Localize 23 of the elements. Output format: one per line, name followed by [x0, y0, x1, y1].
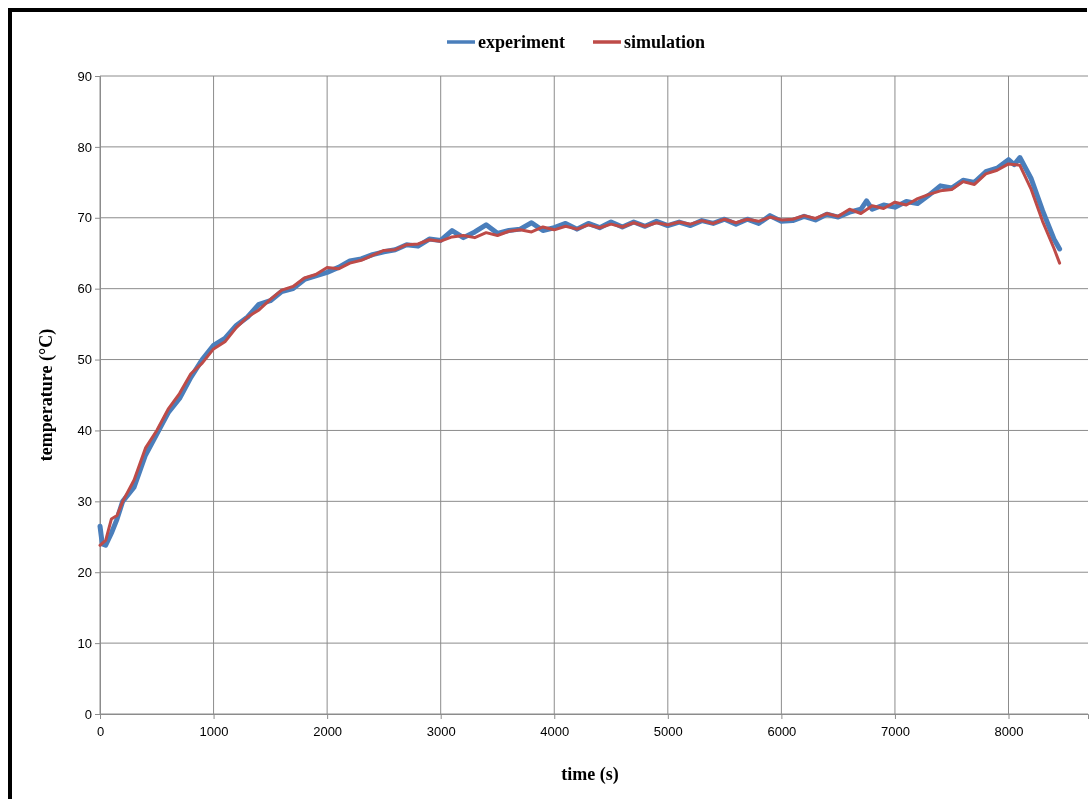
x-axis-title: time (s) — [561, 764, 619, 785]
x-tick-label: 2000 — [313, 724, 343, 740]
y-axis-title: temperature (°C) — [36, 328, 57, 462]
y-tick-label: 10 — [77, 635, 92, 651]
x-tick-label: 4000 — [540, 724, 570, 740]
y-tick-label: 70 — [77, 210, 92, 226]
legend-label: simulation — [623, 32, 705, 52]
x-tick-label: 5000 — [653, 724, 683, 740]
legend-label: experiment — [478, 32, 565, 52]
x-tick-label: 6000 — [767, 724, 797, 740]
y-tick-label: 40 — [77, 423, 92, 439]
x-tick-label: 8000 — [994, 724, 1024, 740]
x-tick-label: 3000 — [426, 724, 456, 740]
x-tick-label: 1000 — [199, 724, 229, 740]
y-tick-label: 30 — [77, 493, 92, 509]
y-tick-label: 90 — [77, 68, 92, 84]
y-tick-label: 50 — [77, 352, 92, 368]
y-tick-label: 20 — [77, 564, 92, 580]
x-tick-label: 7000 — [880, 724, 910, 740]
y-tick-label: 0 — [84, 706, 92, 722]
y-tick-label: 80 — [77, 139, 92, 155]
x-tick-label: 0 — [96, 724, 105, 740]
y-tick-label: 60 — [77, 281, 92, 297]
